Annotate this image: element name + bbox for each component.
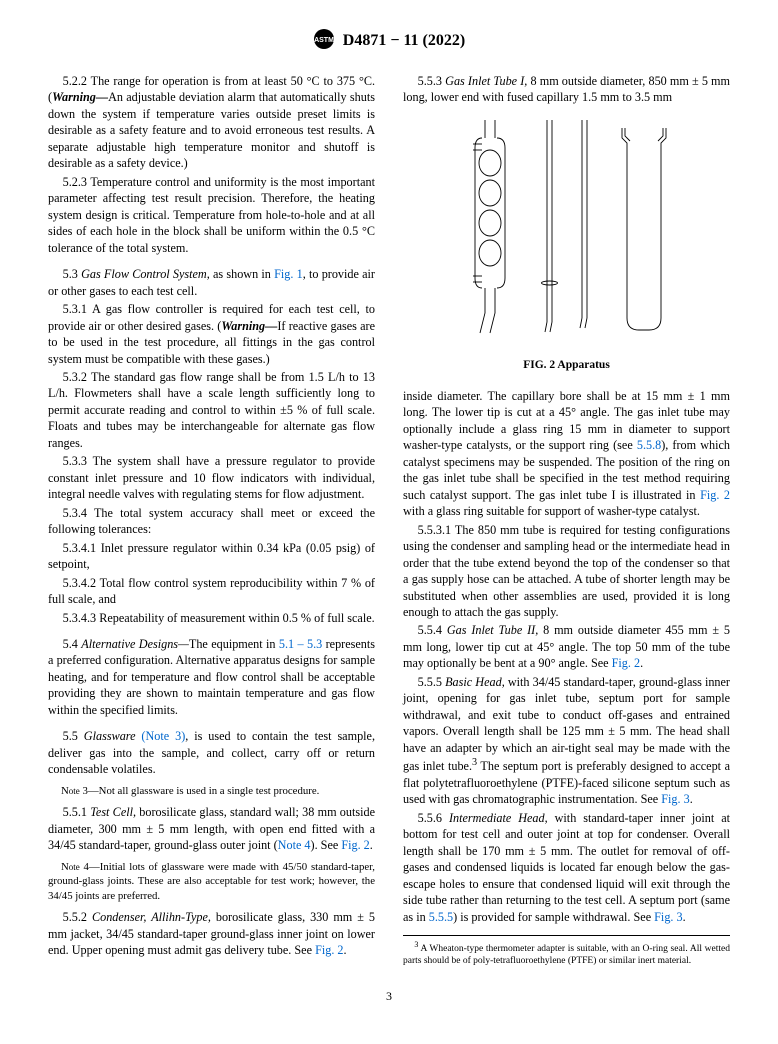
para-5-3-4-1: 5.3.4.1 Inlet pressure regulator within … (48, 540, 375, 573)
para-5-3-4: 5.3.4 The total system accuracy shall me… (48, 505, 375, 538)
para-5-5-3: 5.5.3 Gas Inlet Tube I, 8 mm outside dia… (403, 73, 730, 106)
para-5-2-2: 5.2.2 The range for operation is from at… (48, 73, 375, 172)
para-5-3-2: 5.3.2 The standard gas flow range shall … (48, 369, 375, 451)
para-5-3-3: 5.3.3 The system shall have a pressure r… (48, 453, 375, 502)
xref-fig-2-a[interactable]: Fig. 2 (341, 838, 369, 852)
footnote-3: 3 A Wheaton-type thermometer adapter is … (403, 935, 730, 968)
para-5-5-4: 5.5.4 Gas Inlet Tube II, 8 mm outside di… (403, 622, 730, 671)
para-5-5-3-cont: inside diameter. The capillary bore shal… (403, 388, 730, 520)
xref-5-5-5[interactable]: 5.5.5 (429, 910, 453, 924)
xref-note-3[interactable]: (Note 3) (141, 729, 185, 743)
sect-5-5: 5.5 Glassware (Note 3), is used to conta… (48, 728, 375, 777)
figure-2 (403, 108, 730, 352)
figure-2-caption: FIG. 2 Apparatus (403, 358, 730, 374)
para-5-3-1: 5.3.1 A gas flow controller is required … (48, 301, 375, 367)
para-5-5-1: 5.5.1 Test Cell, borosilicate glass, sta… (48, 804, 375, 853)
para-5-5-2: 5.5.2 Condenser, Allihn-Type, borosilica… (48, 909, 375, 958)
xref-note-4[interactable]: Note 4 (278, 838, 311, 852)
para-5-2-3: 5.2.3 Temperature control and uniformity… (48, 174, 375, 256)
xref-fig-2-d[interactable]: Fig. 2 (612, 656, 640, 670)
xref-5-5-8[interactable]: 5.5.8 (637, 438, 661, 452)
note-3: Note 3—Not all glassware is used in a si… (48, 784, 375, 799)
xref-fig-1[interactable]: Fig. 1 (274, 267, 303, 281)
svg-text:ASTM: ASTM (314, 37, 334, 44)
para-5-5-5: 5.5.5 Basic Head, with 34/45 standard-ta… (403, 674, 730, 808)
sect-5-3: 5.3 Gas Flow Control System, as shown in… (48, 266, 375, 299)
body-columns: 5.2.2 The range for operation is from at… (48, 73, 730, 969)
para-5-5-3-1: 5.5.3.1 The 850 mm tube is required for … (403, 522, 730, 621)
doc-id: D4871 − 11 (2022) (343, 32, 465, 49)
para-5-3-4-3: 5.3.4.3 Repeatability of measurement wit… (48, 610, 375, 626)
xref-5-1-5-3[interactable]: 5.1 – 5.3 (279, 637, 322, 651)
doc-header: ASTM D4871 − 11 (2022) (48, 28, 730, 55)
page-number: 3 (48, 989, 730, 1004)
xref-fig-3-b[interactable]: Fig. 3 (654, 910, 682, 924)
astm-logo-icon: ASTM (313, 28, 335, 55)
para-5-5-6: 5.5.6 Intermediate Head, with standard-t… (403, 810, 730, 925)
sect-5-4: 5.4 Alternative Designs—The equipment in… (48, 636, 375, 718)
xref-fig-2-c[interactable]: Fig. 2 (700, 488, 730, 502)
xref-fig-3-a[interactable]: Fig. 3 (661, 792, 689, 806)
note-4: Note 4—Initial lots of glassware were ma… (48, 860, 375, 904)
xref-fig-2-b[interactable]: Fig. 2 (315, 943, 343, 957)
para-5-3-4-2: 5.3.4.2 Total flow control system reprod… (48, 575, 375, 608)
